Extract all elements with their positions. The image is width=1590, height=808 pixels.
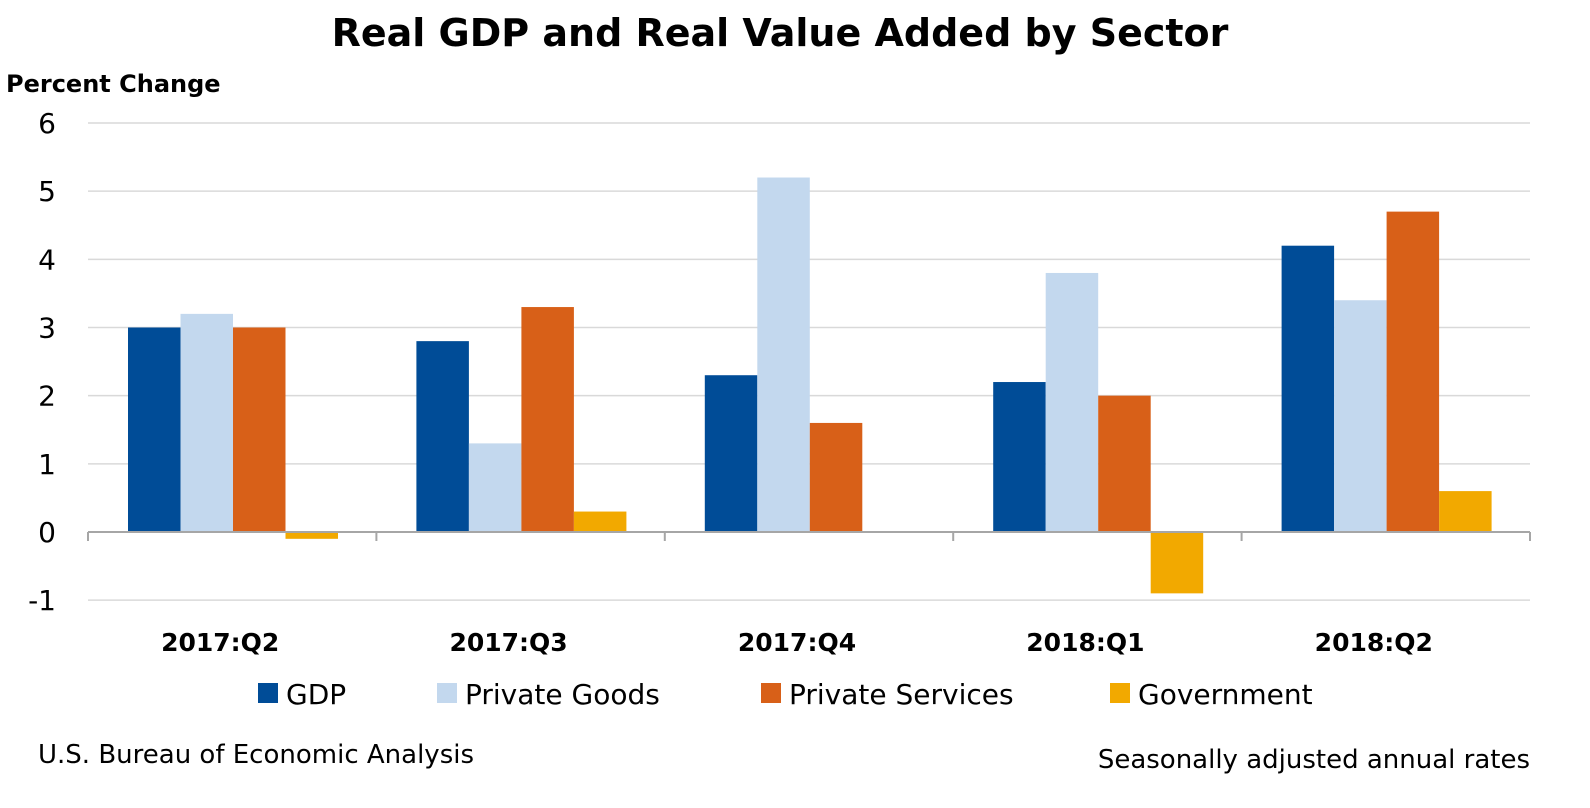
bar-private-services xyxy=(521,307,574,532)
bar-gdp xyxy=(128,327,181,532)
y-tick-label: 3 xyxy=(38,312,56,345)
x-tick-label: 2017:Q3 xyxy=(449,628,567,657)
y-tick-label: 5 xyxy=(38,175,56,208)
y-tick-label: 1 xyxy=(38,448,56,481)
legend-swatch xyxy=(437,683,457,703)
legend-swatch xyxy=(1110,683,1130,703)
y-tick-label: 0 xyxy=(38,516,56,549)
y-tick-label: -1 xyxy=(28,584,56,617)
y-axis-label: Percent Change xyxy=(6,70,221,98)
legend-label: Private Goods xyxy=(465,678,660,711)
x-tick-label: 2018:Q2 xyxy=(1315,628,1433,657)
legend-label: Government xyxy=(1138,678,1313,711)
legend-swatch xyxy=(761,683,781,703)
y-tick-label: 6 xyxy=(38,107,56,140)
legend-swatch xyxy=(258,683,278,703)
legend-label: Private Services xyxy=(789,678,1014,711)
y-tick-label: 4 xyxy=(38,243,56,276)
bar-private-goods xyxy=(468,443,522,532)
bar-private-goods xyxy=(1045,272,1099,532)
bar-government xyxy=(573,511,627,532)
bar-government xyxy=(285,532,338,539)
bar-private-services xyxy=(233,327,286,532)
bar-gdp xyxy=(416,341,469,532)
x-tick-label: 2017:Q4 xyxy=(738,628,856,657)
x-tick-label: 2018:Q1 xyxy=(1026,628,1144,657)
chart-title: Real GDP and Real Value Added by Sector xyxy=(332,11,1229,55)
bar-private-goods xyxy=(757,177,810,533)
rates-note: Seasonally adjusted annual rates xyxy=(1098,745,1530,775)
bar-gdp xyxy=(1281,245,1335,532)
bar-private-services xyxy=(809,422,863,532)
source-note: U.S. Bureau of Economic Analysis xyxy=(38,740,474,770)
bar-private-goods xyxy=(1334,300,1387,532)
bar-government xyxy=(1150,532,1204,594)
x-tick-label: 2017:Q2 xyxy=(161,628,279,657)
bar-gdp xyxy=(993,382,1046,532)
bar-private-services xyxy=(1386,211,1440,532)
bar-private-goods xyxy=(180,313,233,532)
legend-label: GDP xyxy=(286,678,346,711)
bar-private-services xyxy=(1098,395,1151,532)
bar-government xyxy=(1439,491,1492,532)
bar-gdp xyxy=(704,375,758,532)
y-tick-label: 2 xyxy=(38,380,56,413)
